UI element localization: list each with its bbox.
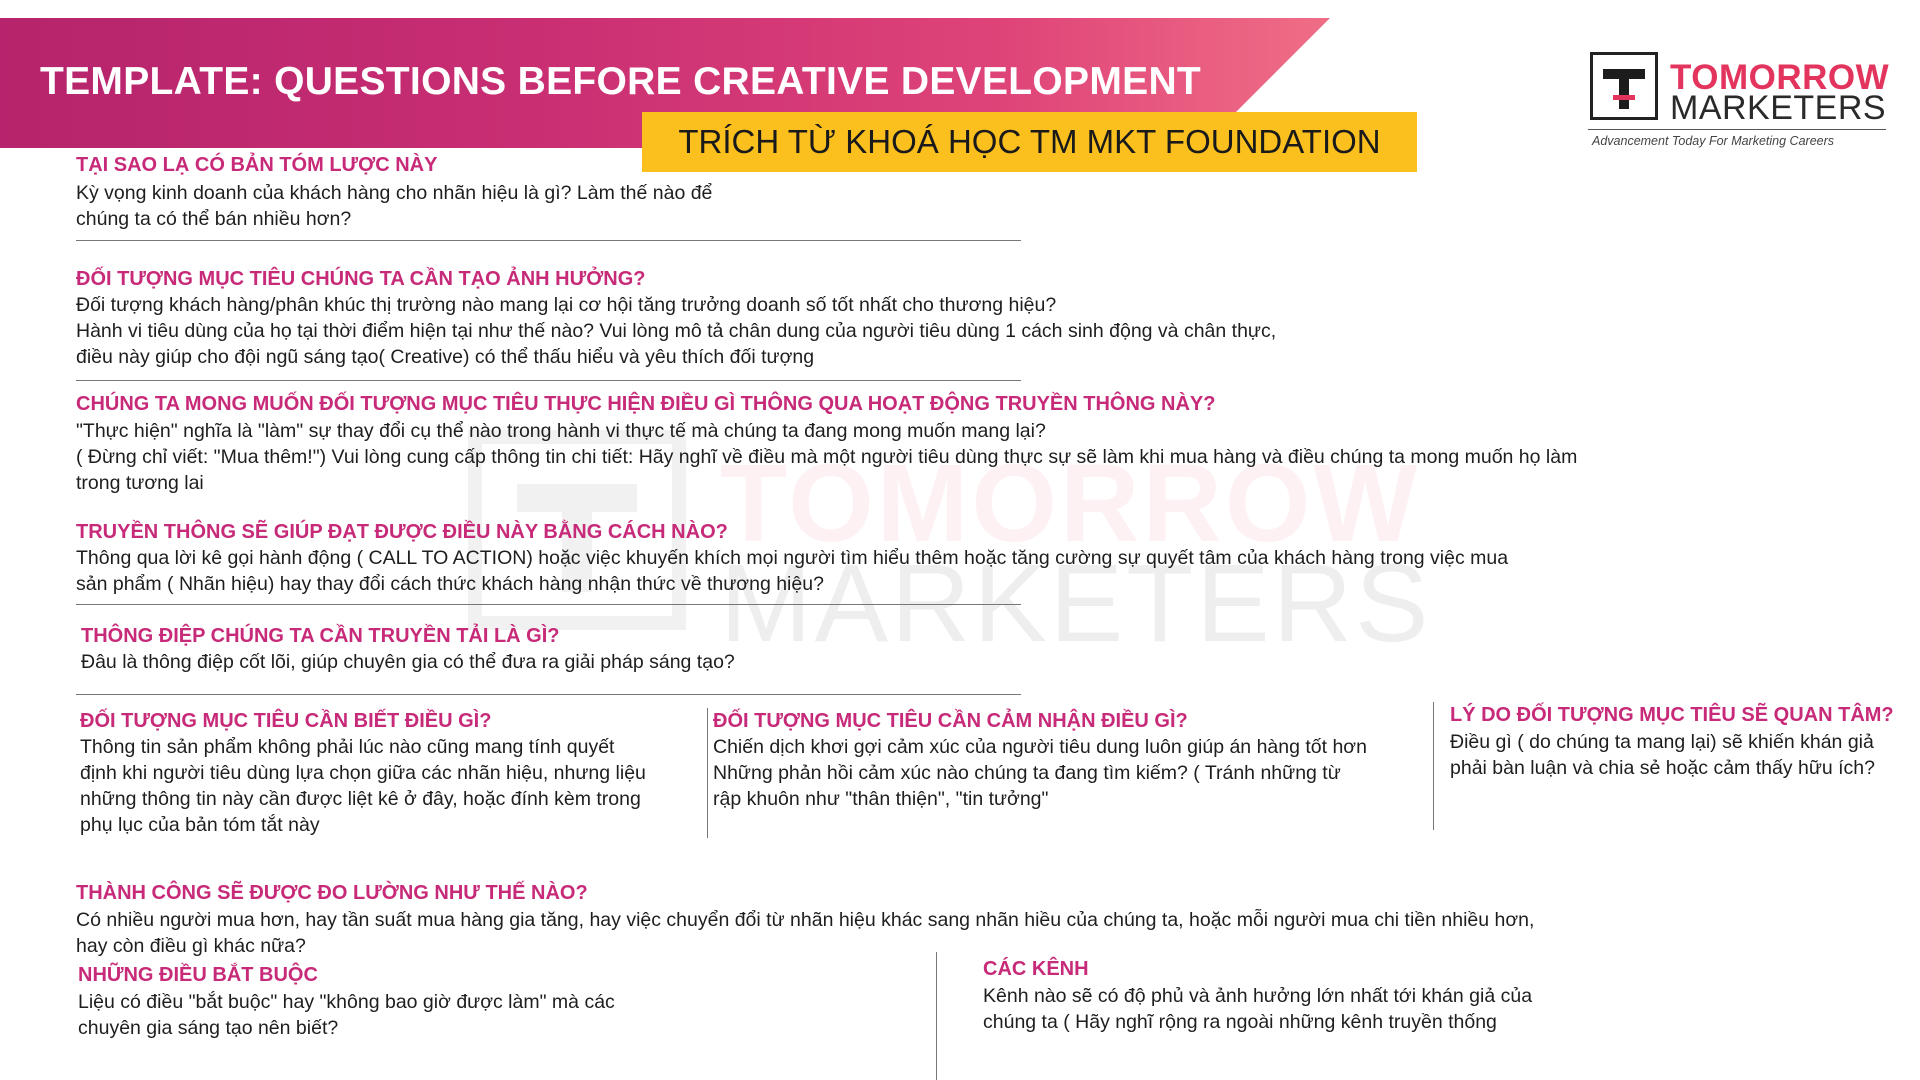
section-action-heading: CHÚNG TA MONG MUỐN ĐỐI TƯỢNG MỤC TIÊU TH… (76, 393, 1216, 415)
section-action-text: "Thực hiện" nghĩa là "làm" sự thay đổi c… (76, 420, 1578, 494)
divider (76, 604, 1021, 605)
divider (76, 240, 1021, 241)
column-divider (936, 952, 937, 1080)
section-feel-text: Chiến dịch khơi gợi cảm xúc của người ti… (713, 736, 1367, 810)
section-mandatory-text: Liệu có điều "bắt buộc" hay "không bao g… (78, 991, 615, 1039)
watermark-logo-icon (468, 430, 686, 630)
logo-divider (1588, 129, 1886, 130)
section-success-heading: THÀNH CÔNG SẼ ĐƯỢC ĐO LƯỜNG NHƯ THẾ NÀO? (76, 882, 588, 904)
section-why-text: Kỳ vọng kinh doanh của khách hàng cho nh… (76, 182, 713, 230)
section-target-heading: ĐỐI TƯỢNG MỤC TIÊU CHÚNG TA CẦN TẠO ẢNH … (76, 268, 646, 290)
tomorrow-marketers-logo-icon (1590, 52, 1658, 120)
section-success-text: Có nhiều người mua hơn, hay tần suất mua… (76, 909, 1535, 957)
course-banner: TRÍCH TỪ KHOÁ HỌC TM MKT FOUNDATION (642, 112, 1417, 172)
logo-tagline: Advancement Today For Marketing Careers (1592, 134, 1835, 148)
course-banner-text: TRÍCH TỪ KHOÁ HỌC TM MKT FOUNDATION (678, 123, 1381, 160)
section-care-text: Điều gì ( do chúng ta mang lại) sẽ khiến… (1450, 731, 1875, 779)
section-target-text: Đối tượng khách hàng/phân khúc thị trườn… (76, 294, 1277, 368)
divider (76, 694, 1021, 695)
section-channels-heading: CÁC KÊNH (983, 958, 1089, 980)
section-why-heading: TẠI SAO LẠ CÓ BẢN TÓM LƯỢC NÀY (76, 154, 438, 176)
section-how-text: Thông qua lời kê gọi hành động ( CALL TO… (76, 547, 1509, 595)
section-mandatory-heading: NHỮNG ĐIỀU BẮT BUỘC (78, 964, 318, 986)
section-how-heading: TRUYỀN THÔNG SẼ GIÚP ĐẠT ĐƯỢC ĐIỀU NÀY B… (76, 521, 728, 543)
section-feel-heading: ĐỐI TƯỢNG MỤC TIÊU CẦN CẢM NHẬN ĐIỀU GÌ? (713, 710, 1188, 732)
watermark-text-tomorrow: TOMORROW (720, 442, 1421, 565)
watermark-text-marketers: MARKETERS (720, 542, 1432, 665)
section-know-text: Thông tin sản phẩm không phải lúc nào cũ… (80, 736, 646, 836)
column-divider (1433, 702, 1434, 830)
divider (76, 380, 1021, 381)
column-divider (707, 708, 708, 838)
section-care-heading: LÝ DO ĐỐI TƯỢNG MỤC TIÊU SẼ QUAN TÂM? (1450, 704, 1894, 726)
logo-text-marketers: MARKETERS (1670, 89, 1887, 127)
logo-text-tomorrow: TOMORROW (1670, 58, 1890, 97)
section-channels-text: Kênh nào sẽ có độ phủ và ảnh hưởng lớn n… (983, 985, 1533, 1033)
page-title: TEMPLATE: QUESTIONS BEFORE CREATIVE DEVE… (40, 60, 1202, 103)
section-message-text: Đâu là thông điệp cốt lõi, giúp chuyên g… (81, 651, 735, 673)
section-message-heading: THÔNG ĐIỆP CHÚNG TA CẦN TRUYỀN TẢI LÀ GÌ… (81, 625, 560, 647)
section-know-heading: ĐỐI TƯỢNG MỤC TIÊU CẦN BIẾT ĐIỀU GÌ? (80, 710, 492, 732)
